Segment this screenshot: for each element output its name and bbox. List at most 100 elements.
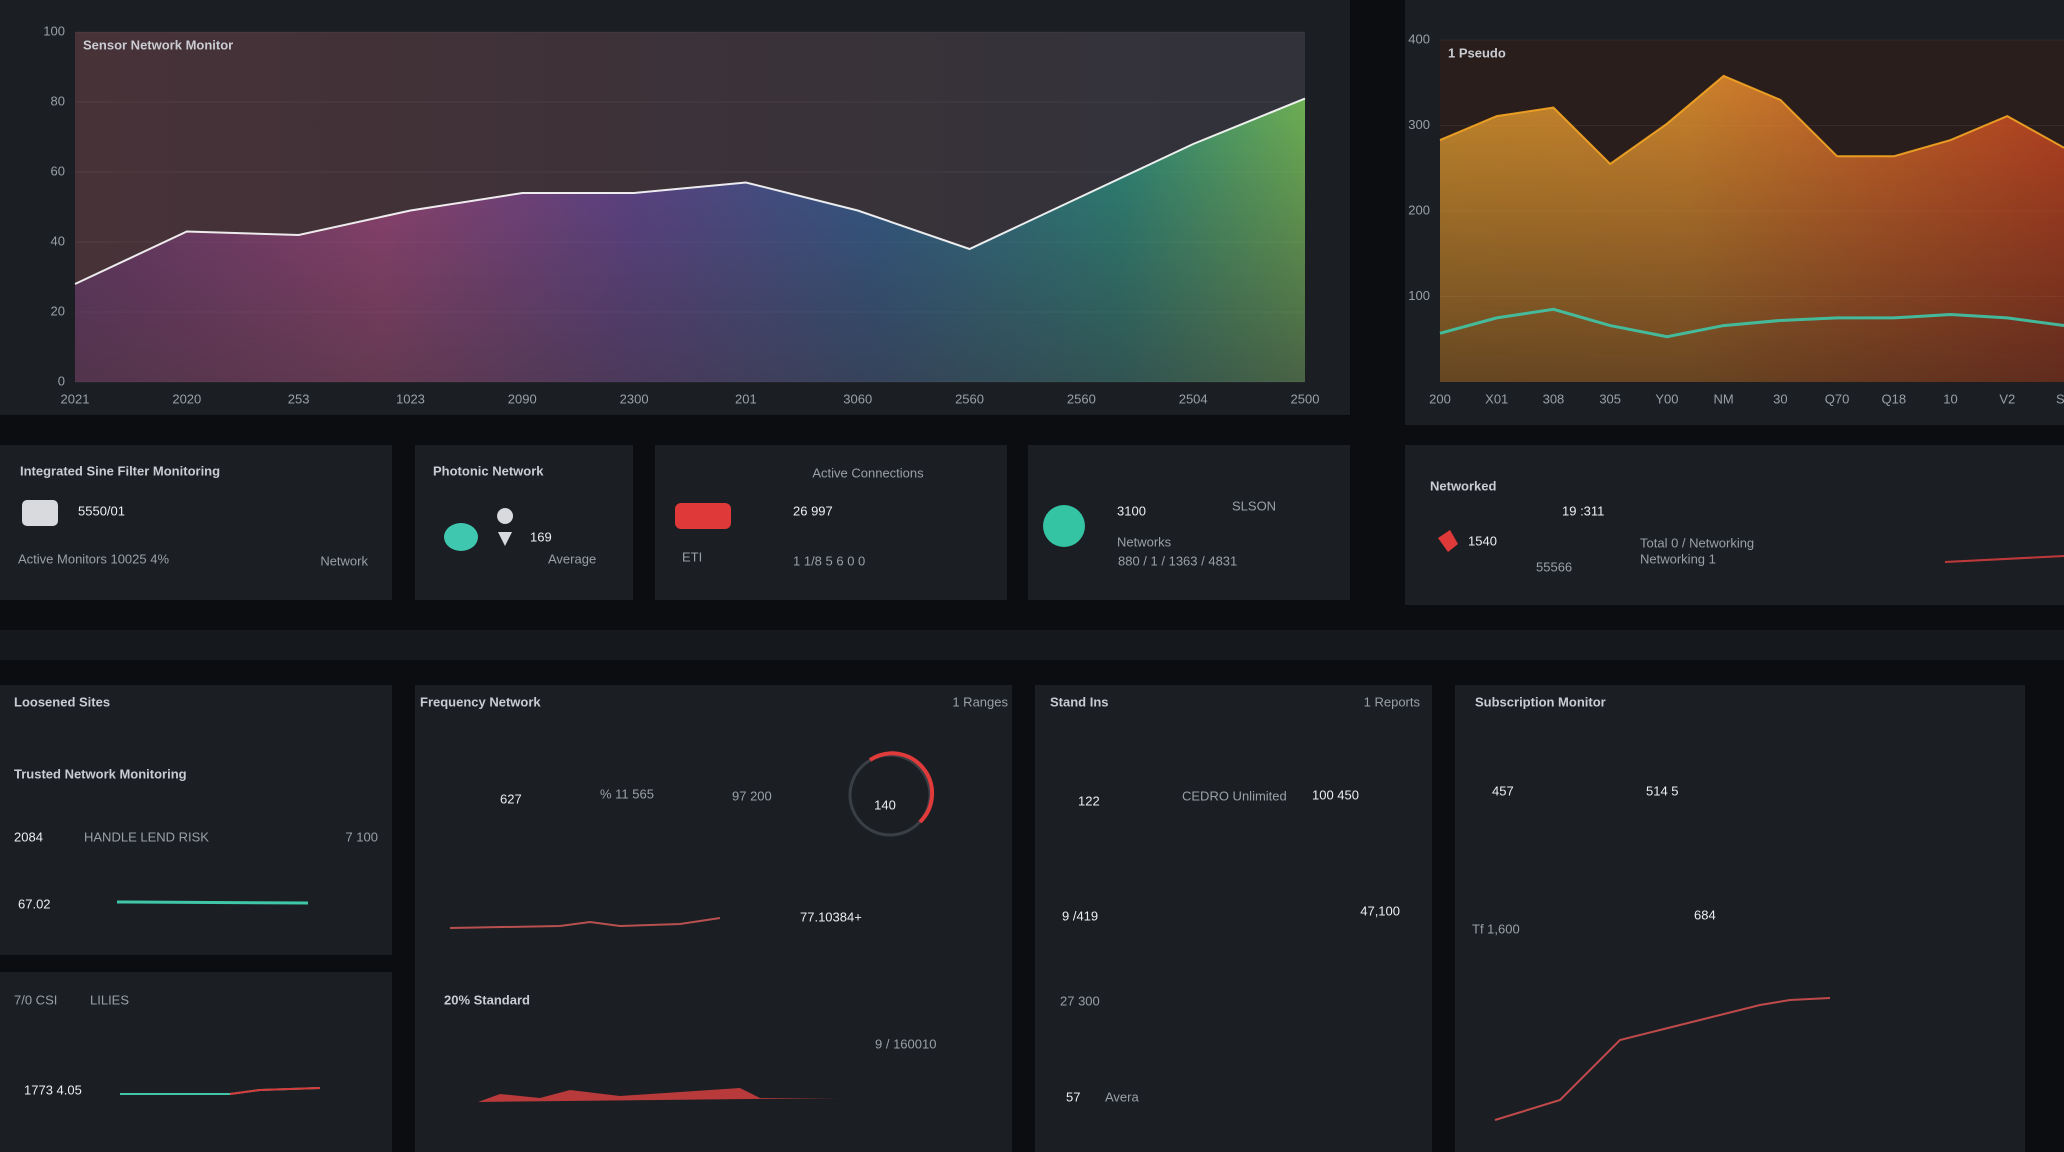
x-tick-label: 2504	[1179, 391, 1208, 406]
metric-right: 7 100	[345, 829, 378, 844]
y-tick-label: 300	[1408, 117, 1430, 132]
panel-right: 1 Reports	[1364, 694, 1421, 709]
x-tick-label: 30	[1773, 391, 1787, 406]
x-tick-label: X01	[1485, 391, 1508, 406]
kpi-card	[1405, 445, 2064, 605]
kpi-title: Photonic Network	[433, 463, 544, 478]
metric: 27 300	[1060, 993, 1100, 1008]
y-tick-label: 80	[51, 93, 65, 108]
icon	[1043, 505, 1085, 547]
panel-title: 7/0 CSI	[14, 992, 57, 1007]
y-tick-label: 20	[51, 303, 65, 318]
pin-icon	[497, 508, 514, 546]
sparkline	[478, 1088, 840, 1102]
x-tick-label: 10	[1943, 391, 1957, 406]
panel	[0, 685, 392, 955]
panel-right: 1 Ranges	[952, 694, 1008, 709]
x-tick-label: 2090	[508, 391, 537, 406]
sparkline	[449, 917, 721, 929]
kpi-value: 19 :311	[1562, 503, 1604, 518]
line	[1439, 74, 2064, 166]
kpi-side: 1540	[1468, 533, 1497, 548]
kpi-extra: ETI	[682, 549, 702, 564]
icon	[22, 500, 58, 526]
x-tick-label: 2560	[955, 391, 984, 406]
metric: 122	[1078, 793, 1100, 808]
y-tick-label: 400	[1408, 31, 1430, 46]
kpi-value: 5550/01	[78, 503, 125, 518]
sparkline	[1944, 555, 2064, 563]
metric: 47,100	[1360, 903, 1400, 918]
chart-title: Sensor Network Monitor	[83, 37, 233, 52]
kpi-card	[0, 445, 392, 600]
y-tick-label: 100	[43, 23, 65, 38]
line	[74, 97, 1306, 285]
metric-note: 9 / 160010	[875, 1036, 936, 1051]
panel-title: Frequency Network	[420, 694, 541, 709]
x-tick-label: 200	[1429, 391, 1451, 406]
metric-mid: 97 200	[732, 788, 772, 803]
panel	[1455, 685, 2025, 1152]
metric: 77.10384+	[800, 909, 862, 924]
chart-title: 1 Pseudo	[1448, 45, 1506, 60]
x-tick-label: 253	[288, 391, 310, 406]
kpi-value: 169	[530, 529, 552, 544]
metric: 457	[1492, 783, 1514, 798]
metric-label: HANDLE LEND RISK	[84, 829, 209, 844]
kpi-extra: 880 / 1 / 1363 / 4831	[1118, 553, 1237, 568]
kpi-card	[415, 445, 633, 600]
panel	[0, 972, 392, 1152]
line	[1439, 307, 2064, 339]
x-tick-label: V2	[1999, 391, 2015, 406]
metric-label: Avera	[1105, 1089, 1139, 1104]
kpi-note: Total 0 / Networking	[1640, 535, 1754, 550]
kpi-title: Integrated Sine Filter Monitoring	[20, 463, 220, 478]
metric-label: CEDRO Unlimited	[1182, 788, 1287, 803]
sparkline	[116, 900, 309, 905]
x-tick-label: S0	[2056, 391, 2064, 406]
x-tick-label: Q18	[1882, 391, 1907, 406]
kpi-value: 26 997	[793, 503, 833, 518]
x-tick-label: 305	[1599, 391, 1621, 406]
area	[75, 98, 1305, 382]
x-tick-label: 1023	[396, 391, 425, 406]
metric: 684	[1694, 907, 1716, 922]
y-tick-label: 40	[51, 233, 65, 248]
x-tick-label: 2560	[1067, 391, 1096, 406]
metric: 2084	[14, 829, 43, 844]
y-tick-label: 200	[1408, 202, 1430, 217]
x-tick-label: 2021	[61, 391, 90, 406]
kpi-note: Networks	[1117, 534, 1172, 549]
divider	[0, 630, 2064, 660]
kpi-note: Average	[548, 551, 596, 566]
panel-title: Subscription Monitor	[1475, 694, 1606, 709]
kpi-title: Networked	[1430, 478, 1497, 493]
y-tick-label: 60	[51, 163, 65, 178]
x-tick-label: 2020	[172, 391, 201, 406]
panel	[1035, 685, 1432, 1152]
kpi-note: 1 1/8 5 6 0 0	[793, 553, 865, 568]
x-tick-label: 3060	[843, 391, 872, 406]
gauge-arc	[868, 751, 935, 824]
kpi-title: Active Connections	[812, 465, 924, 480]
icon	[675, 503, 731, 529]
x-tick-label: 2500	[1291, 391, 1320, 406]
metric-label: Tf 1,600	[1472, 921, 1520, 936]
kpi-extra: Network	[320, 553, 368, 568]
kpi-note: Active Monitors 10025 4%	[18, 551, 169, 566]
metric: 67.02	[18, 896, 51, 911]
x-tick-label: 308	[1543, 391, 1565, 406]
kpi-extra: Networking 1	[1640, 551, 1716, 566]
icon	[1438, 530, 1458, 552]
panel-subtitle: Trusted Network Monitoring	[14, 766, 187, 781]
metric: 9 /419	[1062, 908, 1098, 923]
x-tick-label: Q70	[1825, 391, 1850, 406]
metric-note: % 11 565	[600, 786, 654, 801]
metric: 100 450	[1312, 787, 1359, 802]
y-tick-label: 100	[1408, 288, 1430, 303]
metric: 57	[1066, 1089, 1080, 1104]
metric: 514 5	[1646, 783, 1679, 798]
kpi-sub: 55566	[1536, 559, 1572, 574]
gauge-value: 140	[874, 797, 896, 812]
